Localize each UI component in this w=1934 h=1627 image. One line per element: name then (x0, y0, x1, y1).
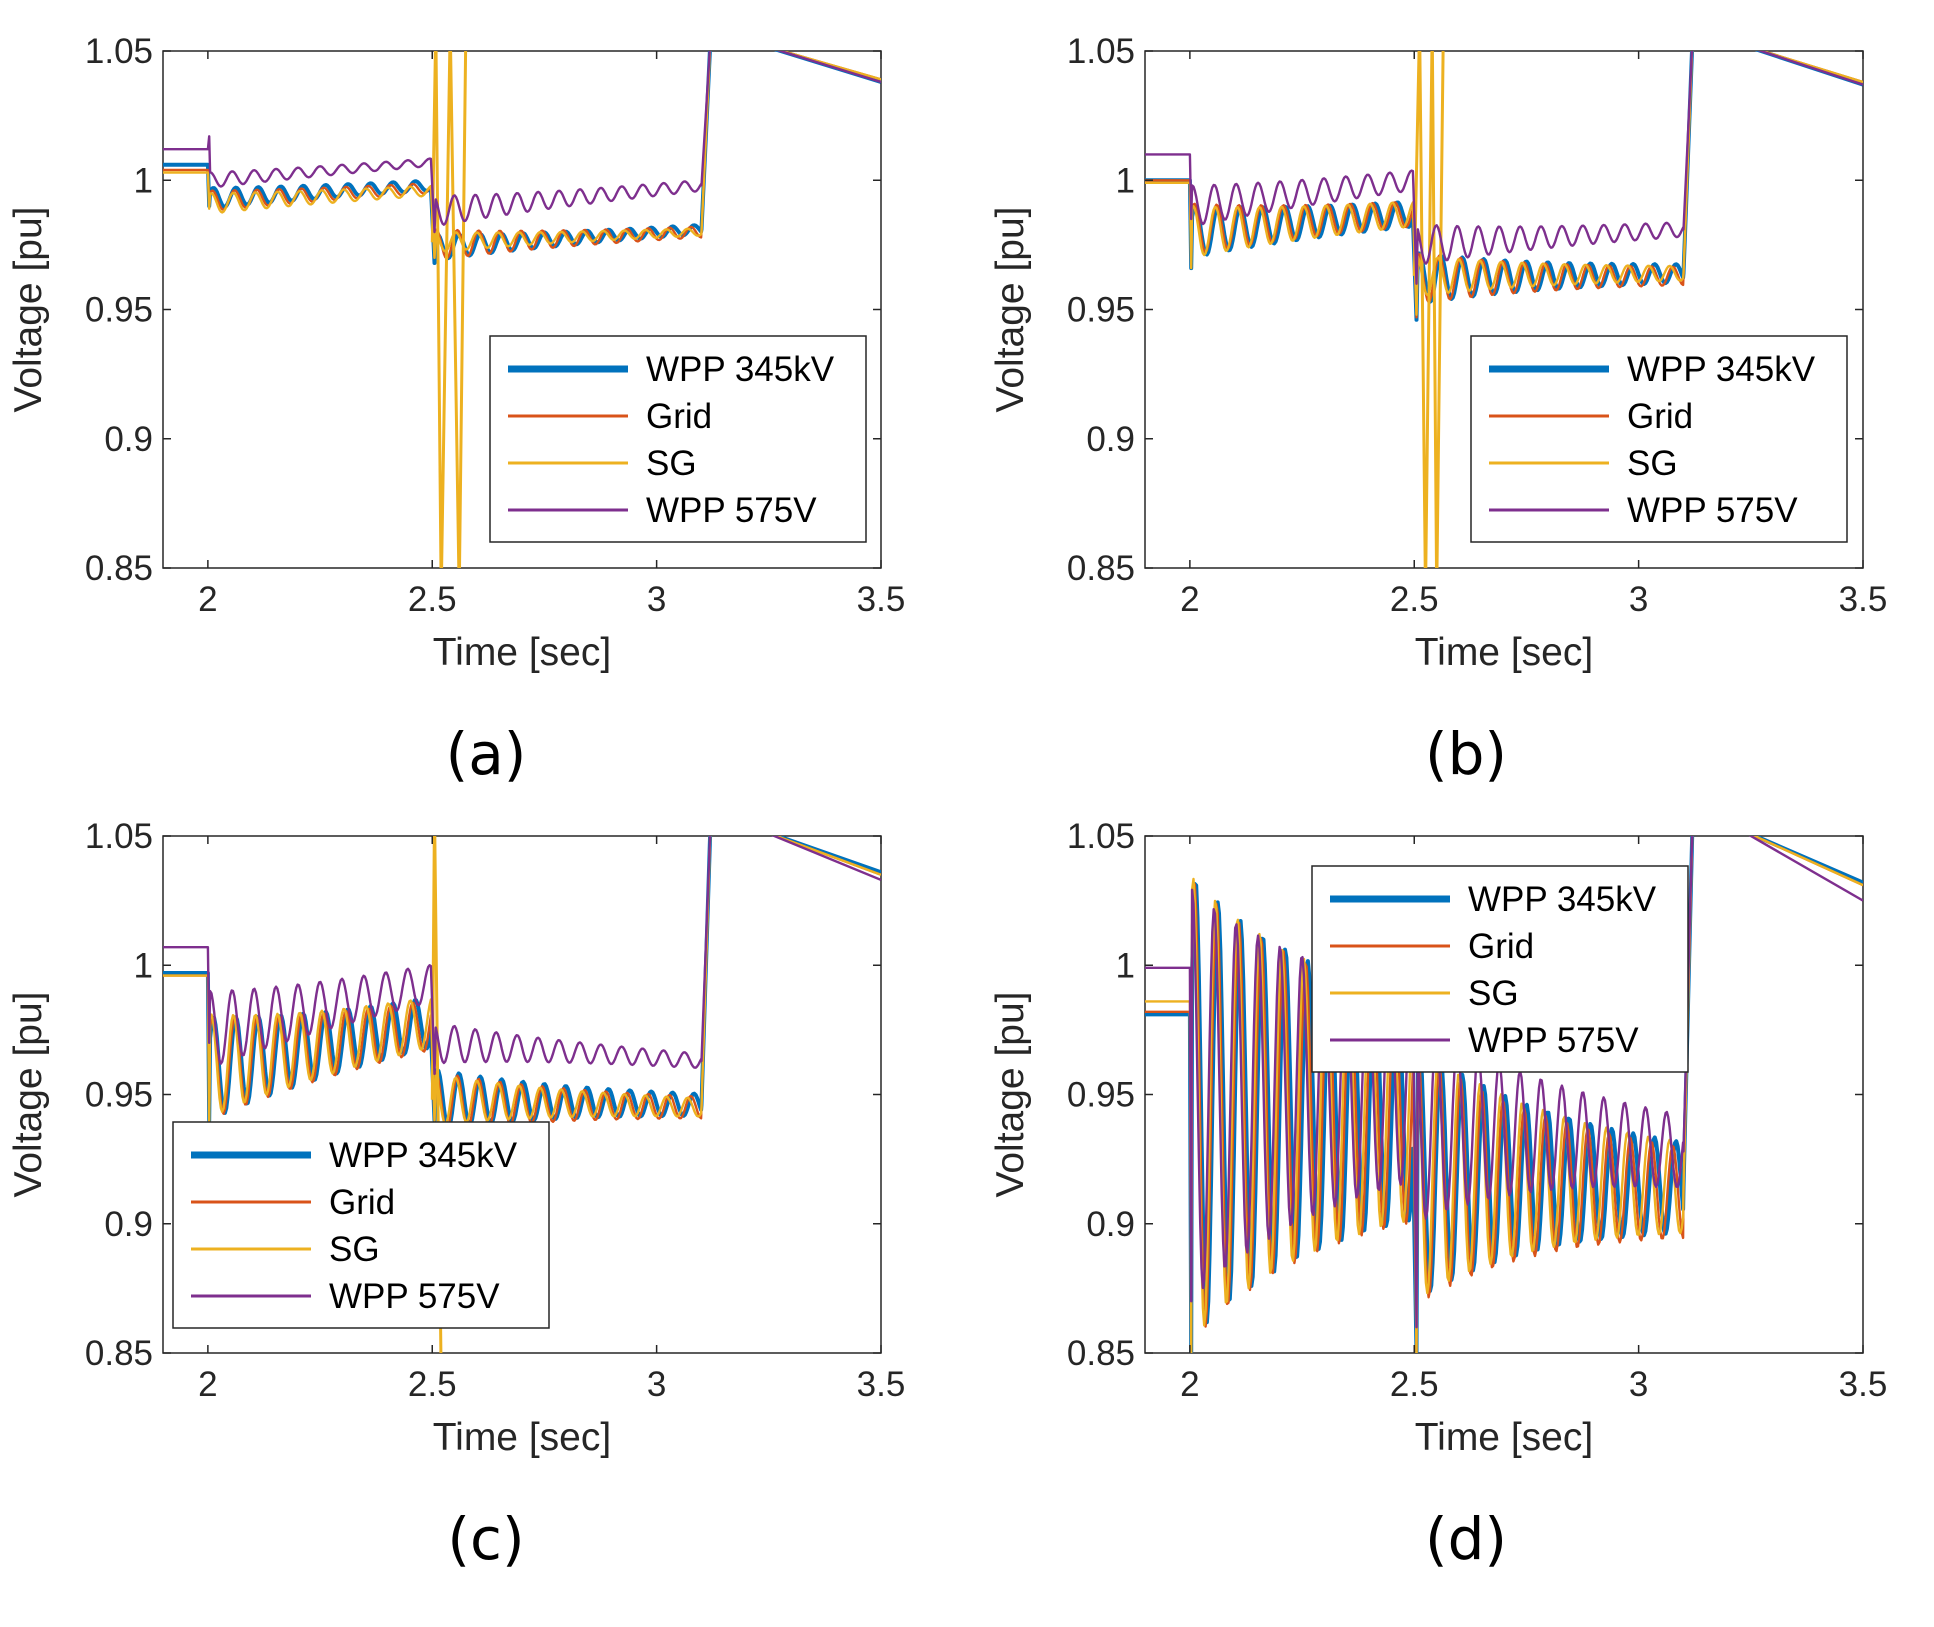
y-tick-label: 0.9 (1086, 420, 1135, 459)
y-tick-label: 0.9 (104, 1205, 153, 1244)
y-axis-label: Voltage [pu] (989, 991, 1032, 1197)
legend: WPP 345kV Grid SG WPP 575V (172, 1121, 550, 1329)
x-tick-label: 3 (1629, 580, 1648, 619)
series-line-wpp-575v (163, 836, 881, 1075)
legend-label: WPP 575V (1468, 1021, 1639, 1060)
series-line-sg (163, 51, 881, 259)
x-tick-label: 2 (198, 580, 217, 619)
chart-panel-c: 2 2.5 3 3.5 0.85 0.9 0.95 1 1.05 Time [sec] Voltag… (7, 817, 906, 1459)
legend: WPP 345kV Grid SG WPP 575V (1470, 335, 1848, 543)
y-tick-label: 1 (1116, 946, 1135, 985)
panel-caption-a: (a) (445, 720, 527, 788)
series-group (1145, 51, 1863, 568)
y-tick-label: 0.95 (1067, 1076, 1135, 1115)
y-axis-label: Voltage [pu] (7, 206, 50, 412)
x-tick-label: 3 (647, 1365, 666, 1404)
legend-label: Grid (1468, 927, 1534, 966)
y-tick-label: 1 (134, 946, 153, 985)
y-tick-label: 1.05 (1067, 817, 1135, 856)
panel-caption-b: (b) (1424, 720, 1508, 788)
legend: WPP 345kV Grid SG WPP 575V (1311, 865, 1689, 1073)
series-line-grid (163, 51, 881, 260)
x-tick-label: 2.5 (1390, 1365, 1439, 1404)
y-tick-label: 0.95 (85, 291, 153, 330)
legend-label: WPP 345kV (329, 1136, 518, 1175)
legend-label: SG (1627, 444, 1678, 483)
x-tick-label: 3.5 (1839, 580, 1888, 619)
legend-label: SG (646, 444, 697, 483)
y-tick-label: 1 (134, 161, 153, 200)
legend-label: WPP 345kV (1627, 350, 1816, 389)
legend-label: Grid (1627, 397, 1693, 436)
x-tick-label: 2.5 (1390, 580, 1439, 619)
x-axis-label: Time [sec] (433, 1416, 611, 1459)
y-tick-label: 0.9 (1086, 1205, 1135, 1244)
y-tick-label: 1.05 (85, 32, 153, 71)
y-tick-label: 1.05 (85, 817, 153, 856)
series-line-sg (1145, 836, 1863, 1353)
sg-spike-line (1412, 51, 1445, 568)
y-tick-label: 0.95 (85, 1076, 153, 1115)
y-axis-label: Voltage [pu] (989, 206, 1032, 412)
series-line-wpp-575v (163, 51, 881, 234)
legend-label: Grid (646, 397, 712, 436)
x-tick-label: 3.5 (857, 1365, 906, 1404)
x-tick-label: 2 (198, 1365, 217, 1404)
sg-spike-line (430, 51, 468, 568)
series-line-sg (163, 836, 881, 1127)
legend-label: SG (329, 1230, 380, 1269)
x-tick-label: 3.5 (857, 580, 906, 619)
y-tick-label: 1.05 (1067, 32, 1135, 71)
x-tick-label: 3 (647, 580, 666, 619)
series-line-wpp-575v (1145, 51, 1863, 285)
panel-caption-d: (d) (1424, 1505, 1508, 1573)
legend-label: WPP 345kV (1468, 880, 1657, 919)
legend-label: WPP 575V (1627, 491, 1798, 530)
y-tick-label: 1 (1116, 161, 1135, 200)
legend-label: WPP 575V (329, 1277, 500, 1316)
x-tick-label: 2.5 (408, 1365, 457, 1404)
x-tick-label: 3.5 (1839, 1365, 1888, 1404)
legend-label: WPP 575V (646, 491, 817, 530)
chart-panel-a: 2 2.5 3 3.5 0.85 0.9 0.95 1 1.05 Time [sec] Voltag… (7, 32, 906, 674)
x-axis-label: Time [sec] (433, 631, 611, 674)
series-group (163, 836, 881, 1353)
chart-panel-d: 2 2.5 3 3.5 0.85 0.9 0.95 1 1.05 Time [sec] Voltag… (989, 817, 1887, 1459)
chart-panel-b: 2 2.5 3 3.5 0.85 0.9 0.95 1 1.05 Time [sec] Voltag… (989, 32, 1888, 674)
sg-spike-line (430, 836, 443, 1353)
x-tick-label: 2.5 (408, 580, 457, 619)
y-axis-label: Voltage [pu] (7, 991, 50, 1197)
legend-label: WPP 345kV (646, 350, 835, 389)
legend: WPP 345kV Grid SG WPP 575V (489, 335, 867, 543)
x-axis-label: Time [sec] (1415, 1416, 1593, 1459)
x-tick-label: 3 (1629, 1365, 1648, 1404)
series-group (163, 51, 881, 568)
x-tick-label: 2 (1180, 1365, 1199, 1404)
legend-label: SG (1468, 974, 1519, 1013)
y-tick-label: 0.9 (104, 420, 153, 459)
y-tick-label: 0.85 (85, 549, 153, 588)
x-tick-label: 2 (1180, 580, 1199, 619)
y-tick-label: 0.95 (1067, 291, 1135, 330)
y-tick-label: 0.85 (1067, 1334, 1135, 1373)
y-tick-label: 0.85 (1067, 549, 1135, 588)
x-axis-label: Time [sec] (1415, 631, 1593, 674)
legend-label: Grid (329, 1183, 395, 1222)
panel-caption-c: (c) (447, 1505, 525, 1573)
y-tick-label: 0.85 (85, 1334, 153, 1373)
